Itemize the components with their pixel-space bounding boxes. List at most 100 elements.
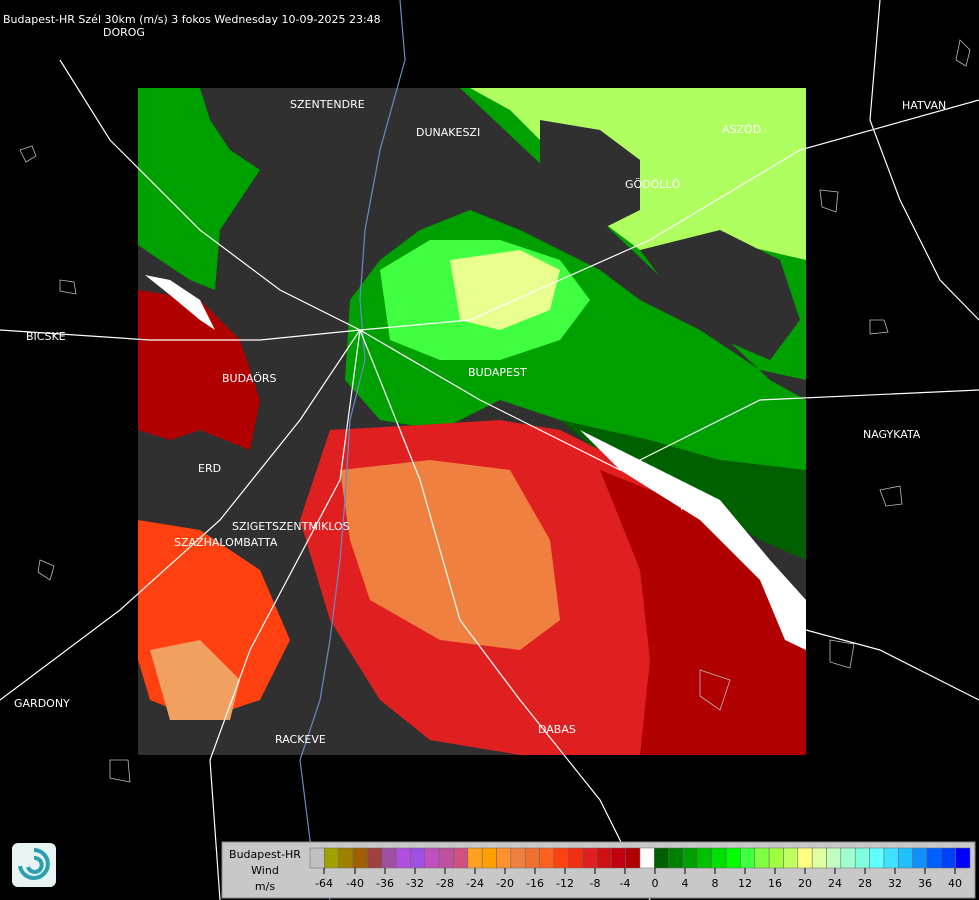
legend-swatch	[424, 847, 440, 869]
legend-swatch	[955, 847, 971, 869]
echo-gap	[540, 120, 640, 230]
legend-quantity: Wind	[251, 864, 279, 877]
place-label: RACKEVE	[275, 733, 326, 746]
echo-orange-sw	[150, 640, 240, 720]
legend-swatch	[826, 847, 842, 869]
legend-tick-label: -32	[406, 877, 424, 890]
danube	[299, 0, 406, 900]
road	[869, 0, 979, 321]
legend-tick-label: 20	[798, 877, 812, 890]
echo-white-fold	[145, 275, 215, 330]
place-label: SZENTENDRE	[290, 98, 365, 111]
radar-field	[138, 88, 806, 755]
echo-red-west	[138, 290, 260, 450]
legend-tick-label: -64	[315, 877, 333, 890]
echo-orange	[340, 460, 560, 650]
legend-swatch	[338, 847, 354, 869]
legend-swatch	[740, 847, 756, 869]
legend-swatch	[912, 847, 928, 869]
legend-swatch	[524, 847, 540, 869]
legend-tick-label: -40	[346, 877, 364, 890]
legend-swatch	[381, 847, 397, 869]
legend-swatch	[539, 847, 555, 869]
place-label: SZAZHALOMBATTA	[174, 536, 278, 549]
legend-swatch	[438, 847, 454, 869]
legend-swatch	[682, 847, 698, 869]
legend-swatch	[898, 847, 913, 869]
legend-tick-label: 8	[712, 877, 719, 890]
legend-unit: m/s	[255, 880, 275, 893]
road	[0, 329, 361, 701]
echo-dark-red	[600, 470, 806, 755]
logo	[12, 843, 56, 887]
legend-swatch	[797, 847, 813, 869]
legend-tick-label: 12	[738, 877, 752, 890]
legend-swatch	[783, 847, 799, 869]
road	[0, 329, 361, 341]
legend-tick-label: -12	[556, 877, 574, 890]
place-label: SZIGETSZENTMIKLOS	[232, 520, 350, 533]
legend-tick-label: -8	[590, 877, 601, 890]
legend-swatch	[639, 847, 655, 869]
place-label: GARDONY	[14, 697, 70, 710]
legend-swatch	[582, 847, 598, 869]
legend-swatch	[811, 847, 827, 869]
legend: Budapest-HR Wind m/s -64 -40 -36 -32 -28 -24-…	[221, 841, 976, 899]
legend-swatch	[754, 847, 770, 869]
legend-tick-label: 4	[682, 877, 689, 890]
legend-swatch	[611, 847, 626, 869]
legend-swatch	[324, 847, 339, 869]
place-label: BICSKE	[26, 330, 66, 343]
legend-tick-label: -24	[466, 877, 484, 890]
legend-swatch	[725, 847, 741, 869]
echo-white-fold	[580, 430, 806, 650]
road	[59, 59, 361, 331]
legend-swatch	[453, 847, 469, 869]
legend-swatch	[768, 847, 784, 869]
legend-swatch	[568, 847, 583, 869]
legend-tick-label: 16	[768, 877, 782, 890]
legend-swatch	[668, 847, 684, 869]
place-label: BUDAÖRS	[222, 372, 277, 385]
place-label: ERD	[198, 462, 221, 475]
legend-tick-label: -4	[620, 877, 631, 890]
legend-tick-label: -36	[376, 877, 394, 890]
legend-tick-label: 40	[948, 877, 962, 890]
legend-swatch	[395, 847, 411, 869]
legend-swatch	[697, 847, 712, 869]
legend-swatch	[410, 847, 426, 869]
legend-swatch	[625, 847, 641, 869]
legend-swatch	[496, 847, 512, 869]
legend-tick-label: 32	[888, 877, 902, 890]
place-label: DABAS	[538, 723, 576, 736]
echo-gap	[640, 230, 800, 360]
legend-swatch	[309, 847, 325, 869]
legend-station: Budapest-HR	[229, 848, 301, 861]
echo-green-west	[138, 88, 260, 290]
legend-tick-label: -16	[526, 877, 544, 890]
place-label: BUDAPEST	[468, 366, 527, 379]
place-label: DOROG	[103, 26, 145, 39]
legend-swatch	[854, 847, 870, 869]
place-label: MONOR	[680, 500, 723, 513]
legend-swatch	[352, 847, 368, 869]
echo-yellow	[450, 250, 560, 330]
road	[359, 99, 979, 331]
legend-tick-label: -28	[436, 877, 454, 890]
legend-tick-label: 0	[652, 877, 659, 890]
road	[209, 329, 361, 900]
place-label: GÖDÖLLŐ	[625, 177, 681, 191]
legend-swatch	[596, 847, 612, 869]
map-title: Budapest-HR Szél 30km (m/s) 3 fokos Wedn…	[3, 13, 381, 26]
legend-swatch	[467, 847, 483, 869]
legend-swatch	[926, 847, 942, 869]
legend-swatch	[553, 847, 569, 869]
legend-swatch	[869, 847, 885, 869]
legend-swatch	[510, 847, 526, 869]
legend-tick-label: 28	[858, 877, 872, 890]
legend-swatch	[840, 847, 856, 869]
road	[359, 329, 651, 900]
place-label: ASZÓD	[722, 123, 761, 136]
place-label: NAGYKATA	[863, 428, 921, 441]
